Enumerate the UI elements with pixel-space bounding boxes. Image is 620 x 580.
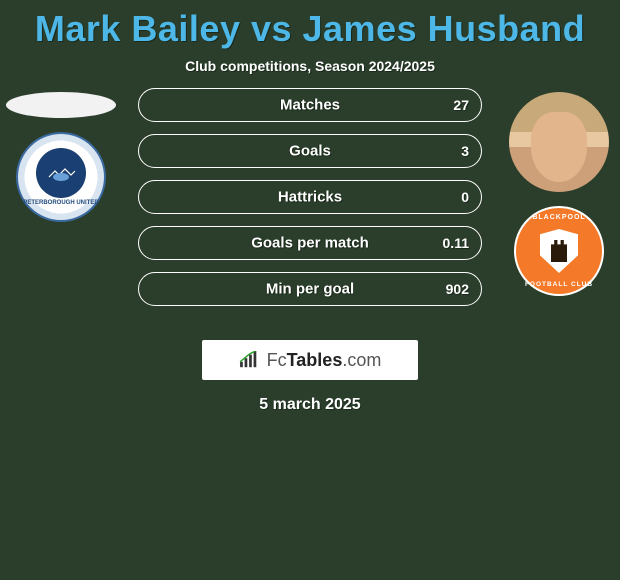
branding-text: FcTables.com <box>267 350 382 371</box>
stat-right-val: 27 <box>453 97 469 113</box>
club-badge-left-text: PETERBOROUGH UNITED <box>23 200 98 206</box>
stat-label: Min per goal <box>266 281 354 298</box>
branding-badge: FcTables.com <box>202 340 418 380</box>
stat-row-goals: Goals 3 <box>138 134 482 168</box>
club-badge-left-inner <box>36 148 86 198</box>
bar-chart-icon <box>239 351 261 369</box>
stat-right-val: 3 <box>461 143 469 159</box>
stat-label: Matches <box>280 97 340 114</box>
subtitle: Club competitions, Season 2024/2025 <box>0 58 620 74</box>
shield-icon <box>540 229 578 273</box>
player-left-avatar <box>6 92 116 118</box>
club-badge-right: BLACKPOOL FOOTBALL CLUB <box>514 206 604 296</box>
stat-label: Hattricks <box>278 189 342 206</box>
stat-right-val: 902 <box>446 281 469 297</box>
comparison-row: PETERBOROUGH UNITED Matches 27 Goals 3 H… <box>0 92 620 332</box>
player-right-avatar <box>509 92 609 192</box>
club-badge-left: PETERBOROUGH UNITED <box>16 132 106 222</box>
page-title: Mark Bailey vs James Husband <box>0 0 620 50</box>
comparison-card: Mark Bailey vs James Husband Club compet… <box>0 0 620 580</box>
stat-row-hattricks: Hattricks 0 <box>138 180 482 214</box>
date-label: 5 march 2025 <box>0 396 620 414</box>
branding-main: Tables <box>287 350 343 370</box>
deer-icon <box>45 163 77 183</box>
player-left-column: PETERBOROUGH UNITED <box>6 92 116 332</box>
stat-label: Goals per match <box>251 235 369 252</box>
stat-row-gpm: Goals per match 0.11 <box>138 226 482 260</box>
stat-row-matches: Matches 27 <box>138 88 482 122</box>
stats-block: Matches 27 Goals 3 Hattricks 0 Goals per… <box>138 88 482 318</box>
stat-right-val: 0.11 <box>443 235 469 251</box>
tower-icon <box>551 240 567 262</box>
stat-right-val: 0 <box>461 189 469 205</box>
branding-prefix: Fc <box>267 350 287 370</box>
stat-label: Goals <box>289 143 331 160</box>
club-badge-right-bot: FOOTBALL CLUB <box>525 281 593 288</box>
club-badge-right-top: BLACKPOOL <box>532 214 585 221</box>
stat-row-mpg: Min per goal 902 <box>138 272 482 306</box>
player-right-column: BLACKPOOL FOOTBALL CLUB <box>504 92 614 332</box>
branding-suffix: .com <box>342 350 381 370</box>
